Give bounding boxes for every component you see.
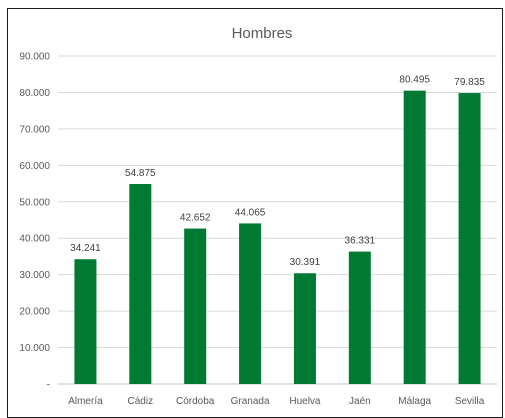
data-label: 42.652 (180, 213, 211, 224)
y-axis-tick-labels: - 10.000 20.000 30.000 40.000 50.000 60.000 70.… (19, 52, 50, 391)
bar (348, 251, 371, 384)
x-tick-label: Cádiz (128, 396, 154, 407)
y-tick-label: 50.000 (19, 197, 50, 208)
x-tick-label: Sevilla (455, 396, 485, 407)
x-tick-label: Granada (231, 396, 270, 407)
x-tick-label: Huelva (289, 396, 321, 407)
y-tick-label: 60.000 (19, 161, 50, 172)
bar (74, 259, 97, 384)
bar-chart: Hombres - 10.000 20.000 30.000 40.000 50.000 6… (19, 25, 497, 407)
y-tick-label: 30.000 (19, 270, 50, 281)
x-tick-label: Almería (68, 396, 103, 407)
x-tick-label: Málaga (398, 396, 431, 407)
x-tick-label: Córdoba (176, 396, 215, 407)
data-label: 44.065 (235, 207, 266, 218)
bar (184, 228, 207, 384)
bar (403, 90, 426, 384)
y-tick-label: 10.000 (19, 343, 50, 354)
data-label: 80.495 (399, 75, 430, 86)
y-tick-label: 20.000 (19, 307, 50, 318)
bar (293, 273, 316, 384)
y-tick-label: 90.000 (19, 52, 50, 63)
data-label: 34.241 (70, 243, 101, 254)
data-label: 54.875 (125, 168, 156, 179)
y-tick-label: 70.000 (19, 124, 50, 135)
bars (74, 90, 481, 384)
chart-title: Hombres (232, 25, 293, 42)
data-label: 36.331 (345, 236, 376, 247)
gridlines (58, 55, 497, 385)
x-tick-label: Jaén (349, 396, 371, 407)
data-label: 30.391 (290, 257, 321, 268)
bar (458, 93, 481, 384)
y-tick-label: 80.000 (19, 88, 50, 99)
bar (239, 223, 262, 384)
y-tick-label: 40.000 (19, 234, 50, 245)
x-axis-tick-labels: Almería Cádiz Córdoba Granada Huelva Jaén Mála… (68, 396, 485, 407)
data-labels: 34.241 54.875 42.652 44.065 30.391 36.331 80.4… (70, 75, 485, 269)
bar (129, 184, 152, 384)
data-label: 79.835 (454, 77, 485, 88)
y-tick-label: - (47, 380, 50, 391)
